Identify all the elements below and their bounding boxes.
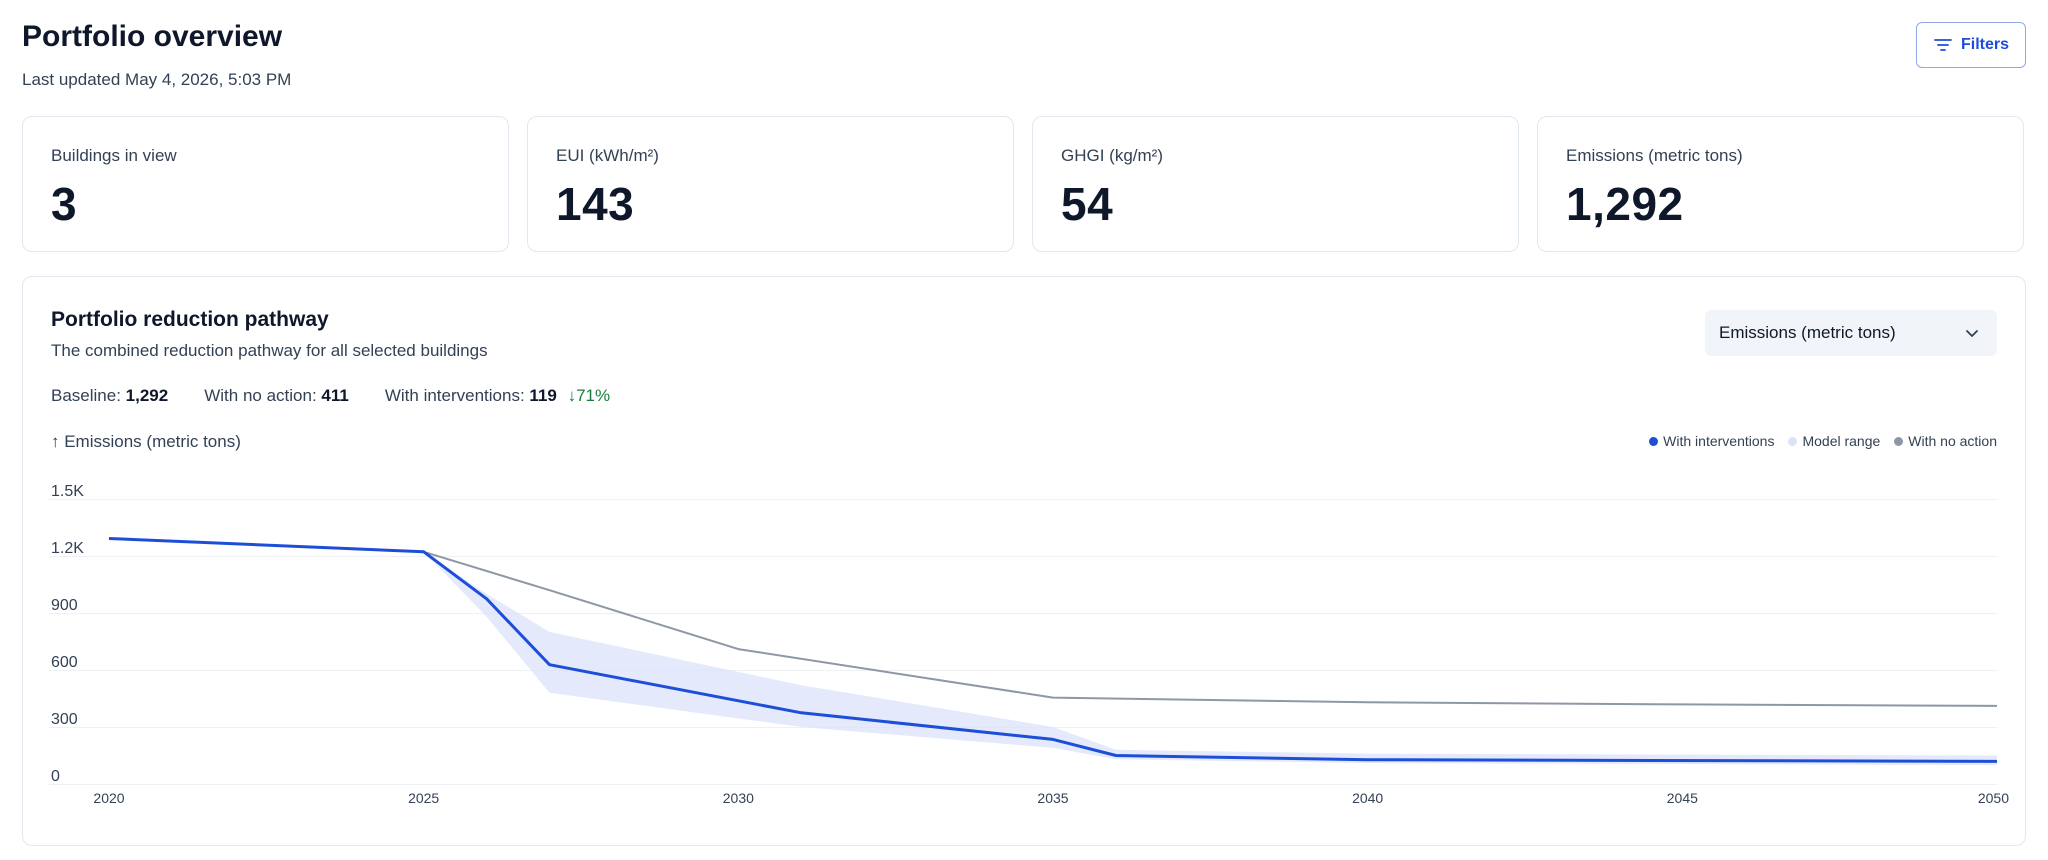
legend-label: With no action bbox=[1908, 433, 1997, 449]
stat-value: 54 bbox=[1061, 178, 1114, 230]
page-title: Portfolio overview bbox=[22, 20, 283, 53]
x-tick-label: 2020 bbox=[93, 790, 124, 806]
stat-value: 1,292 bbox=[1566, 178, 1684, 230]
stat-value: 143 bbox=[556, 178, 635, 230]
model-range-band bbox=[423, 551, 1998, 765]
stat-card-emissions: Emissions (metric tons) 1,292 bbox=[1537, 116, 2024, 252]
stat-label: Buildings in view bbox=[51, 146, 177, 165]
legend-item-interventions[interactable]: With interventions bbox=[1649, 433, 1774, 449]
legend-item-no-action[interactable]: With no action bbox=[1894, 433, 1997, 449]
y-tick-label: 300 bbox=[51, 711, 78, 728]
filter-icon bbox=[1934, 39, 1952, 51]
y-tick-label: 900 bbox=[51, 597, 78, 614]
baseline-summary: Baseline: 1,292 bbox=[51, 386, 168, 406]
y-tick-label: 600 bbox=[51, 654, 78, 671]
legend-label: Model range bbox=[1802, 433, 1881, 449]
arrow-down-icon: ↓ bbox=[567, 386, 577, 405]
chart-title: Portfolio reduction pathway bbox=[51, 308, 329, 331]
y-axis-title: ↑ Emissions (metric tons) bbox=[51, 432, 241, 451]
y-tick-label: 0 bbox=[51, 768, 60, 785]
legend-dot-interventions bbox=[1649, 436, 1659, 446]
reduction-pathway-card: Portfolio reduction pathway The combined… bbox=[22, 276, 2026, 846]
interventions-line bbox=[108, 537, 1998, 763]
reduction-value: 71% bbox=[576, 386, 611, 405]
metric-select-value: Emissions (metric tons) bbox=[1719, 323, 1896, 342]
no-action-value: 411 bbox=[321, 386, 349, 405]
interventions-summary: With interventions: 119 ↓71% bbox=[385, 386, 610, 406]
x-tick-label: 2045 bbox=[1667, 790, 1698, 806]
stat-value: 3 bbox=[51, 178, 78, 230]
reduction-pathway-chart: 0 300 600 900 1.2K 1.5K 2020 2025 2030 2035 2040 20… bbox=[49, 483, 2009, 806]
filters-label: Filters bbox=[1960, 36, 2009, 53]
metric-select[interactable]: Emissions (metric tons) bbox=[1705, 310, 1997, 356]
chart-subtitle: The combined reduction pathway for all s… bbox=[51, 341, 488, 360]
stat-card-eui: EUI (kWh/m²) 143 bbox=[527, 116, 1014, 252]
last-updated-text: Last updated May 4, 2026, 5:03 PM bbox=[22, 70, 292, 89]
chart-legend: With interventions Model range With no a… bbox=[1649, 433, 1997, 449]
stat-label: GHGI (kg/m²) bbox=[1061, 146, 1163, 165]
x-tick-label: 2035 bbox=[1037, 790, 1068, 806]
no-action-line bbox=[108, 537, 1998, 707]
no-action-summary: With no action: 411 bbox=[204, 386, 349, 406]
baseline-value: 1,292 bbox=[125, 386, 169, 405]
x-tick-label: 2040 bbox=[1352, 790, 1383, 806]
stat-card-buildings: Buildings in view 3 bbox=[22, 116, 509, 252]
no-action-label: With no action: bbox=[204, 386, 317, 405]
x-tick-label: 2025 bbox=[408, 790, 439, 806]
reduction-badge: ↓71% bbox=[568, 386, 611, 405]
stat-label: Emissions (metric tons) bbox=[1566, 146, 1743, 165]
x-tick-label: 2050 bbox=[1978, 790, 2009, 806]
interventions-value: 119 bbox=[529, 386, 557, 405]
stat-label: EUI (kWh/m²) bbox=[556, 146, 659, 165]
summary-row: Baseline: 1,292 With no action: 411 With… bbox=[51, 386, 610, 406]
chevron-down-icon bbox=[1966, 330, 1978, 337]
y-tick-label: 1.2K bbox=[51, 540, 84, 557]
baseline-label: Baseline: bbox=[51, 386, 121, 405]
y-tick-label: 1.5K bbox=[51, 483, 84, 500]
legend-label: With interventions bbox=[1663, 433, 1775, 449]
legend-dot-no-action bbox=[1894, 436, 1904, 446]
legend-dot-model-range bbox=[1788, 436, 1798, 446]
filters-button[interactable]: Filters bbox=[1916, 22, 2026, 68]
interventions-label: With interventions: bbox=[384, 386, 525, 405]
x-tick-label: 2030 bbox=[723, 790, 754, 806]
legend-item-model-range[interactable]: Model range bbox=[1788, 433, 1880, 449]
stat-card-ghgi: GHGI (kg/m²) 54 bbox=[1032, 116, 1519, 252]
